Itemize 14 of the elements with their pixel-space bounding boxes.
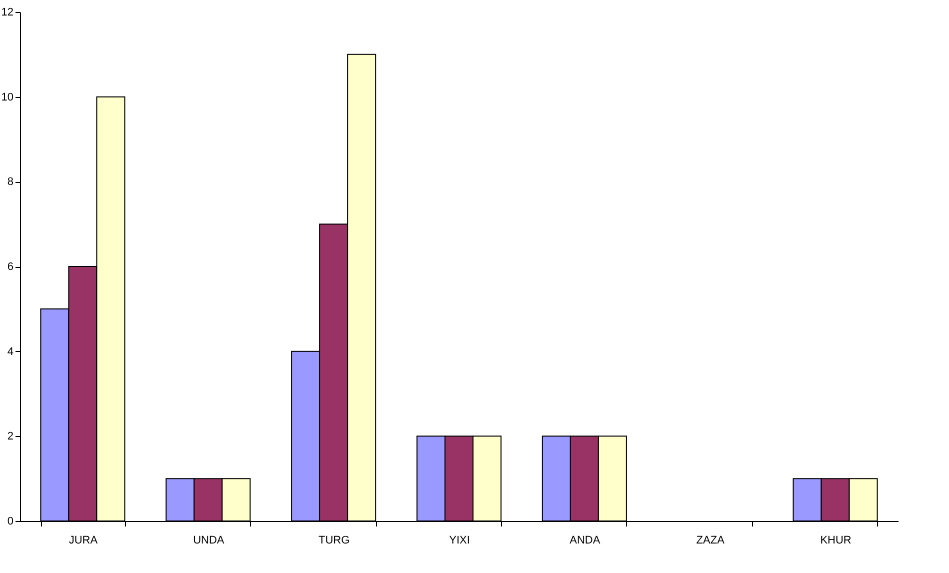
x-tick-label: JURA	[68, 534, 98, 546]
y-tick-label: 4	[7, 346, 14, 358]
x-tick-label: KHUR	[820, 534, 852, 546]
y-tick-label: 8	[7, 176, 14, 188]
x-tick-label: YIXI	[449, 534, 470, 546]
y-tick-label: 0	[7, 516, 14, 528]
x-tick-label: ZAZA	[696, 534, 726, 546]
y-tick-label: 10	[1, 91, 14, 104]
x-tick-label: ANDA	[570, 534, 601, 546]
y-tick-label: 12	[1, 6, 14, 18]
x-tick-label: TURG	[318, 534, 350, 546]
y-tick-label: 6	[7, 261, 14, 273]
y-tick-label: 2	[7, 430, 14, 443]
x-tick-label: UNDA	[193, 534, 225, 546]
